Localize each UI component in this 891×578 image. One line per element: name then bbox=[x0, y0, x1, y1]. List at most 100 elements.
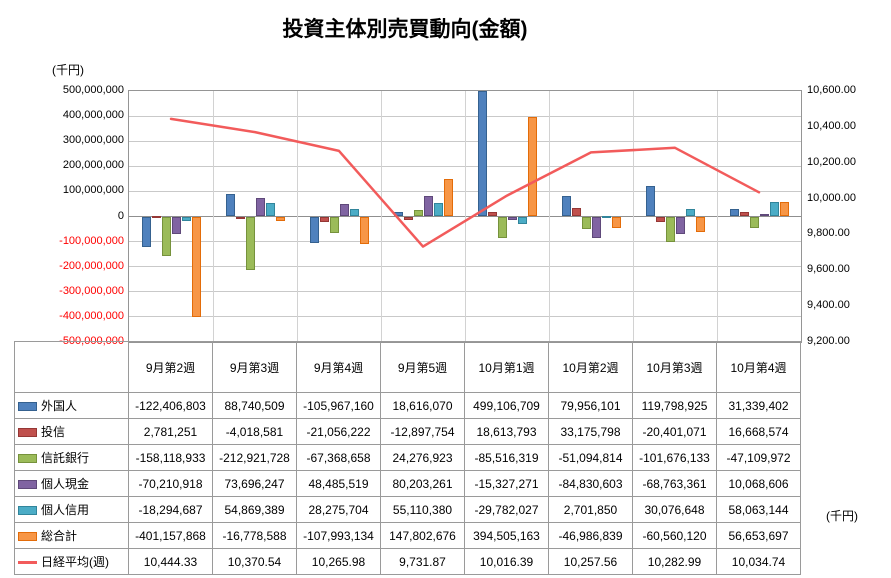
value-cell-individual-margin-c4: -29,782,027 bbox=[464, 496, 549, 523]
nikkei-average-line-layer bbox=[169, 117, 761, 248]
bar-trust-banks-c4 bbox=[497, 216, 507, 238]
bar-foreigners-c0 bbox=[141, 216, 151, 248]
bar-foreigners-c4 bbox=[477, 91, 487, 217]
series-name-cell: 日経平均(週) bbox=[14, 548, 129, 575]
bar-investment-trusts-c7 bbox=[739, 212, 749, 217]
bar-investment-trusts-c0 bbox=[151, 215, 161, 218]
series-name-cell: 個人現金 bbox=[14, 470, 129, 497]
bar-trust-banks-c5 bbox=[581, 216, 591, 230]
left-axis-tick-label: -100,000,000 bbox=[59, 234, 124, 247]
legend-column-header-cell bbox=[14, 341, 129, 393]
value-cell-investment-trusts-c7: 16,668,574 bbox=[716, 418, 801, 445]
right-axis-tick-label: 9,800.00 bbox=[807, 227, 850, 240]
bar-trust-banks-c6 bbox=[665, 216, 675, 243]
bar-individual-margin-c6 bbox=[685, 208, 695, 217]
bar-individual-margin-c4 bbox=[517, 216, 527, 224]
right-axis-tick-label: 10,200.00 bbox=[807, 155, 856, 168]
value-cell-foreigners-c3: 18,616,070 bbox=[380, 392, 465, 419]
value-cell-investment-trusts-c1: -4,018,581 bbox=[212, 418, 297, 445]
value-cell-individual-margin-c7: 58,063,144 bbox=[716, 496, 801, 523]
chart-title: 投資主体別売買動向(金額) bbox=[282, 18, 528, 41]
right-axis-tick-label: 10,600.00 bbox=[807, 84, 856, 96]
value-cell-individual-margin-c1: 54,869,389 bbox=[212, 496, 297, 523]
right-axis-tick-label: 9,600.00 bbox=[807, 263, 850, 276]
bar-grand-total-c7 bbox=[779, 202, 789, 217]
series-name-cell: 外国人 bbox=[14, 392, 129, 419]
bar-investment-trusts-c6 bbox=[655, 216, 665, 222]
value-cell-foreigners-c7: 31,339,402 bbox=[716, 392, 801, 419]
right-axis-tick-label: 9,200.00 bbox=[807, 335, 850, 347]
series-name-label: 総合計 bbox=[41, 529, 78, 543]
line-legend-key-icon bbox=[18, 561, 37, 564]
bar-legend-key-icon bbox=[18, 506, 37, 515]
bar-individual-margin-c7 bbox=[769, 201, 779, 217]
category-header-cell-c2: 9月第4週 bbox=[296, 341, 381, 393]
series-row-investment-trusts: 投信 2,781,251 -4,018,581 -21,056,222 -12,897,… bbox=[14, 418, 801, 445]
value-cell-trust-banks-c6: -101,676,133 bbox=[632, 444, 717, 471]
bar-individual-margin-c0 bbox=[181, 216, 191, 222]
series-row-individual-margin: 個人信用 -18,294,687 54,869,389 28,275,704 55,11… bbox=[14, 496, 801, 523]
category-header-cell-c0: 9月第2週 bbox=[128, 341, 213, 393]
value-cell-individual-cash-c7: 10,068,606 bbox=[716, 470, 801, 497]
right-axis-tick-label: 10,400.00 bbox=[807, 119, 856, 132]
value-cell-foreigners-c4: 499,106,709 bbox=[464, 392, 549, 419]
right-axis-unit-label: (千円) bbox=[826, 509, 858, 523]
series-row-foreigners: 外国人 -122,406,803 88,740,509 -105,967,160 18,… bbox=[14, 392, 801, 419]
value-cell-individual-margin-c3: 55,110,380 bbox=[380, 496, 465, 523]
value-cell-investment-trusts-c5: 33,175,798 bbox=[548, 418, 633, 445]
bar-grand-total-c3 bbox=[443, 179, 453, 217]
bar-foreigners-c2 bbox=[309, 216, 319, 244]
line-series-path bbox=[169, 117, 761, 248]
value-cell-nikkei-average-weekly-c7: 10,034.74 bbox=[716, 548, 801, 575]
value-cell-individual-cash-c4: -15,327,271 bbox=[464, 470, 549, 497]
bar-grand-total-c5 bbox=[611, 216, 621, 229]
bar-individual-cash-c0 bbox=[171, 216, 181, 235]
value-cell-nikkei-average-weekly-c3: 9,731.87 bbox=[380, 548, 465, 575]
left-axis-tick-label: 200,000,000 bbox=[62, 159, 124, 172]
bar-individual-cash-c3 bbox=[423, 196, 433, 217]
value-cell-grand-total-c6: -60,560,120 bbox=[632, 522, 717, 549]
vertical-gridline bbox=[380, 91, 382, 342]
bar-trust-banks-c3 bbox=[413, 210, 423, 217]
series-row-trust-banks: 信託銀行 -158,118,933 -212,921,728 -67,368,658 2… bbox=[14, 444, 801, 471]
bar-individual-margin-c2 bbox=[349, 209, 359, 217]
value-cell-trust-banks-c7: -47,109,972 bbox=[716, 444, 801, 471]
value-cell-trust-banks-c5: -51,094,814 bbox=[548, 444, 633, 471]
bar-foreigners-c7 bbox=[729, 208, 739, 217]
left-axis-tick-label: 500,000,000 bbox=[62, 84, 124, 96]
category-header-row: 9月第2週 9月第3週 9月第4週 9月第5週 10月第1週 10月第2週 10月第3週 10… bbox=[14, 341, 801, 393]
vertical-gridline bbox=[296, 91, 298, 342]
value-cell-foreigners-c2: -105,967,160 bbox=[296, 392, 381, 419]
value-cell-investment-trusts-c2: -21,056,222 bbox=[296, 418, 381, 445]
value-cell-nikkei-average-weekly-c4: 10,016.39 bbox=[464, 548, 549, 575]
bar-foreigners-c6 bbox=[645, 186, 655, 217]
series-name-cell: 投信 bbox=[14, 418, 129, 445]
value-cell-individual-margin-c2: 28,275,704 bbox=[296, 496, 381, 523]
value-cell-grand-total-c1: -16,778,588 bbox=[212, 522, 297, 549]
value-cell-individual-margin-c5: 2,701,850 bbox=[548, 496, 633, 523]
vertical-gridline bbox=[632, 91, 634, 342]
bar-individual-margin-c3 bbox=[433, 202, 443, 217]
bar-investment-trusts-c2 bbox=[319, 216, 329, 222]
bar-legend-key-icon bbox=[18, 402, 37, 411]
chart-data-table: 9月第2週 9月第3週 9月第4週 9月第5週 10月第1週 10月第2週 10月第3週 10… bbox=[14, 341, 801, 575]
right-axis-tick-label: 10,000.00 bbox=[807, 191, 856, 204]
value-cell-nikkei-average-weekly-c2: 10,265.98 bbox=[296, 548, 381, 575]
value-cell-individual-cash-c6: -68,763,361 bbox=[632, 470, 717, 497]
value-cell-nikkei-average-weekly-c0: 10,444.33 bbox=[128, 548, 213, 575]
bar-trust-banks-c1 bbox=[245, 216, 255, 270]
vertical-gridline bbox=[212, 91, 214, 342]
category-header-cell-c7: 10月第4週 bbox=[716, 341, 801, 393]
left-axis-tick-label: 100,000,000 bbox=[62, 184, 124, 197]
value-cell-trust-banks-c4: -85,516,319 bbox=[464, 444, 549, 471]
value-cell-nikkei-average-weekly-c5: 10,257.56 bbox=[548, 548, 633, 575]
category-header-cell-c3: 9月第5週 bbox=[380, 341, 465, 393]
bar-individual-cash-c6 bbox=[675, 216, 685, 234]
vertical-gridline bbox=[464, 91, 466, 342]
series-row-nikkei-average-weekly: 日経平均(週) 10,444.33 10,370.54 10,265.98 9,731.… bbox=[14, 548, 801, 575]
bar-individual-cash-c5 bbox=[591, 216, 601, 238]
value-cell-nikkei-average-weekly-c6: 10,282.99 bbox=[632, 548, 717, 575]
series-name-label: 個人現金 bbox=[41, 477, 90, 491]
bar-investment-trusts-c3 bbox=[403, 216, 413, 220]
